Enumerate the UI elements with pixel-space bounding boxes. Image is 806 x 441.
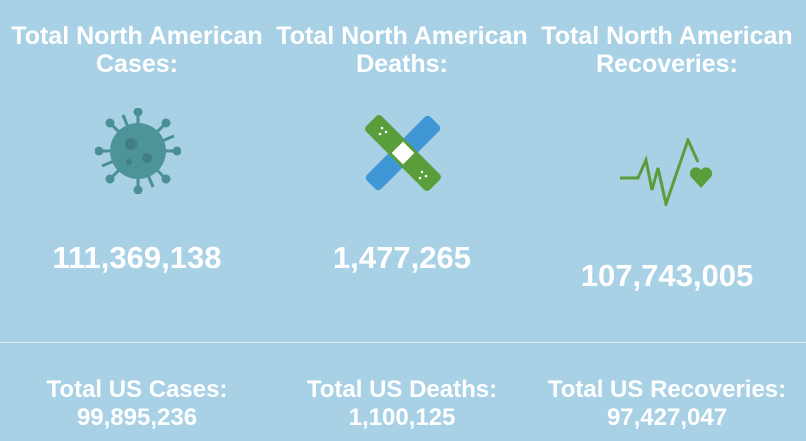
us-cases: Total US Cases: 99,895,236: [2, 376, 272, 432]
us-deaths-value: 1,100,125: [348, 404, 456, 431]
bandage-icon: [365, 115, 441, 191]
virus-icon: [95, 108, 181, 194]
us-cases-label: Total US Cases:: [46, 376, 228, 403]
us-recoveries-label: Total US Recoveries:: [547, 376, 787, 403]
na-recoveries-value: 107,743,005: [580, 258, 754, 293]
heartbeat-icon: [620, 138, 713, 206]
na-deaths-title: Total North American Deaths:: [276, 22, 528, 78]
na-deaths-value: 1,477,265: [333, 240, 471, 275]
divider: [0, 342, 806, 343]
us-deaths-label: Total US Deaths:: [306, 376, 498, 403]
us-recoveries-value: 97,427,047: [606, 404, 728, 431]
us-recoveries: Total US Recoveries: 97,427,047: [527, 376, 806, 432]
us-cases-value: 99,895,236: [76, 404, 198, 431]
na-cases-value: 111,369,138: [52, 240, 222, 275]
us-deaths: Total US Deaths: 1,100,125: [267, 376, 537, 432]
na-cases-title: Total North American Cases:: [11, 22, 263, 78]
na-recoveries-title: Total North American Recoveries:: [541, 22, 793, 78]
